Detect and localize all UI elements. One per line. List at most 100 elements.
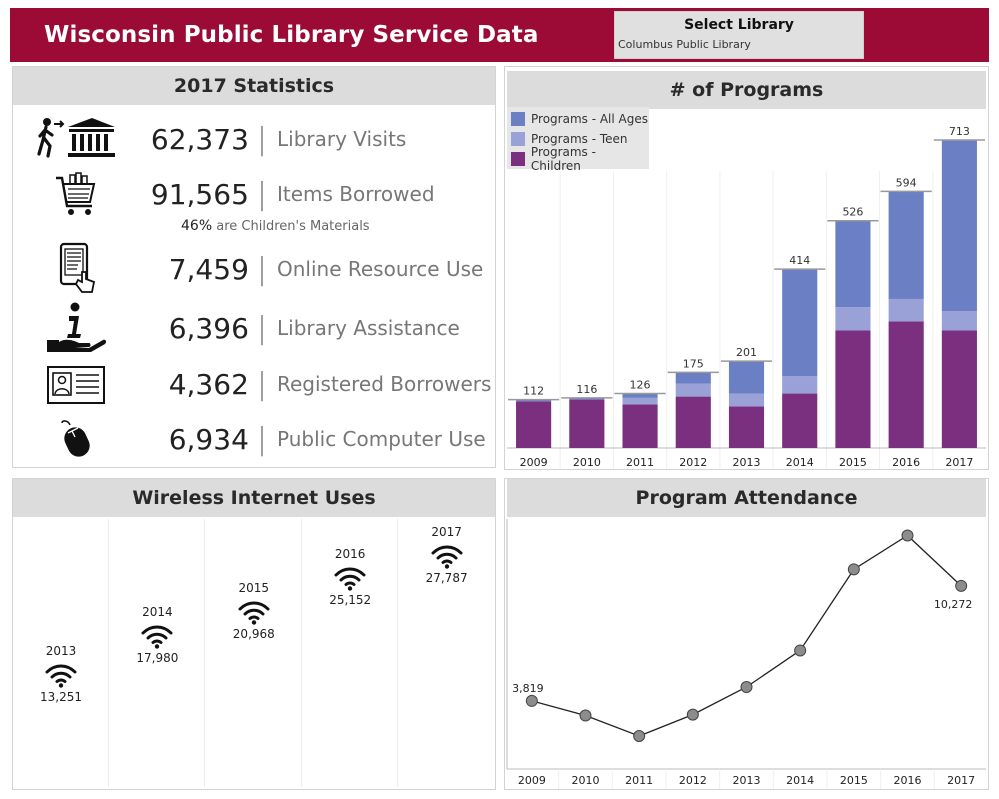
bar-segment[interactable] — [941, 330, 977, 448]
bar-total-label: 201 — [736, 346, 757, 359]
stat-label: Library Visits — [277, 127, 407, 151]
bar-segment[interactable] — [941, 311, 977, 331]
legend-item-teen: Programs - Teen — [511, 131, 628, 147]
x-tick-label: 2009 — [518, 774, 546, 787]
wireless-item[interactable]: 2014 17,980 — [109, 605, 205, 667]
attendance-panel: Program Attendance 2009 2010 2011 2012 2013 2… — [504, 478, 989, 790]
wireless-item[interactable]: 2017 27,787 — [399, 525, 495, 587]
bar-total-label: 126 — [630, 379, 651, 392]
bar-segment[interactable] — [569, 397, 605, 400]
bar-segment[interactable] — [516, 401, 552, 448]
person-entering-library-icon — [33, 113, 119, 163]
x-tick-label: 2015 — [840, 774, 868, 787]
bar-segment[interactable] — [728, 393, 765, 407]
data-point[interactable] — [901, 529, 914, 542]
bar-segment[interactable] — [888, 191, 924, 299]
wireless-item[interactable]: 2015 20,968 — [206, 581, 302, 643]
bar-segment[interactable] — [728, 361, 765, 394]
x-tick-label: 2012 — [679, 456, 707, 469]
library-select[interactable]: Select Library Columbus Public Library — [614, 11, 864, 59]
stat-row-online: 7,459 | Online Resource Use — [123, 249, 493, 289]
bar-segment[interactable] — [888, 298, 924, 322]
x-tick-label: 2014 — [786, 774, 814, 787]
wifi-icon — [141, 625, 173, 649]
bar-segment[interactable] — [622, 404, 658, 448]
data-point[interactable] — [740, 681, 753, 693]
wireless-item[interactable]: 2016 25,152 — [302, 547, 398, 609]
statistics-panel: 2017 Statistics 62,373 | Library Visits — [12, 66, 496, 468]
bar-segment[interactable] — [782, 376, 818, 394]
legend-swatch — [511, 152, 525, 166]
bar-segment[interactable] — [782, 393, 818, 448]
bar-segment[interactable] — [675, 372, 711, 384]
wireless-value: 17,980 — [136, 651, 179, 666]
bar-segment[interactable] — [835, 307, 871, 331]
x-tick-label: 2010 — [572, 774, 600, 787]
stat-row-visits: 62,373 | Library Visits — [123, 119, 493, 159]
data-point[interactable] — [794, 644, 807, 657]
wireless-year: 2017 — [431, 525, 462, 539]
bar-total-label: 713 — [949, 125, 970, 138]
wireless-column: 2014 17,980 — [109, 519, 206, 787]
bar-total-label: 414 — [789, 254, 810, 267]
x-tick-label: 2012 — [679, 774, 707, 787]
legend-swatch — [511, 132, 525, 146]
attendance-line — [531, 534, 962, 737]
bar-segment[interactable] — [888, 321, 924, 448]
wifi-icon — [45, 664, 77, 688]
bar-total-label: 175 — [683, 357, 704, 370]
bar-segment[interactable] — [622, 397, 658, 405]
data-point[interactable] — [686, 708, 699, 721]
bar-segment[interactable] — [835, 330, 871, 448]
library-select-value[interactable]: Columbus Public Library — [618, 38, 751, 51]
stat-value: 6,396 — [168, 311, 249, 345]
stat-value: 6,934 — [168, 422, 249, 456]
wireless-year: 2013 — [45, 643, 77, 658]
bar-segment[interactable] — [835, 220, 871, 308]
data-point[interactable] — [847, 563, 860, 576]
data-label-last: 10,272 — [934, 598, 973, 611]
x-tick-label: 2015 — [839, 456, 867, 469]
stat-row-borrowed: 91,565 | Items Borrowed — [123, 174, 493, 214]
data-point[interactable] — [525, 694, 538, 707]
bar-segment[interactable] — [782, 269, 818, 377]
children-text: are Children's Materials — [216, 219, 370, 234]
legend-label: Programs - Teen — [531, 132, 628, 146]
library-select-label: Select Library — [684, 17, 794, 33]
children-percent: 46% — [181, 218, 213, 234]
shopping-cart-books-icon — [33, 171, 119, 227]
stat-value: 62,373 — [150, 122, 249, 156]
wireless-item[interactable]: 2013 13,251 — [13, 644, 109, 706]
bar-segment[interactable] — [675, 383, 711, 397]
stat-value: 7,459 — [168, 252, 249, 286]
bar-segment[interactable] — [516, 399, 552, 402]
bar-segment[interactable] — [675, 396, 711, 448]
stat-row-assistance: 6,396 | Library Assistance — [123, 308, 493, 348]
x-tick-label: 2014 — [786, 456, 814, 469]
wifi-icon — [238, 601, 270, 625]
stat-value: 4,362 — [168, 367, 249, 401]
wireless-value: 25,152 — [329, 592, 372, 607]
wireless-title: Wireless Internet Uses — [13, 479, 495, 517]
legend-label: Programs - All Ages — [531, 112, 648, 126]
wireless-column: 2016 25,152 — [302, 519, 399, 787]
wireless-area: 2013 13,251 2014 17,980 2015 20,968 2016 25,152… — [13, 479, 495, 789]
wireless-column: 2013 13,251 — [13, 519, 109, 787]
data-point[interactable] — [633, 730, 646, 743]
x-tick-label: 2010 — [573, 456, 601, 469]
x-tick-label: 2009 — [520, 456, 548, 469]
programs-panel: # of Programs 112 2009 116 2010 126 2011 175 20… — [504, 66, 989, 470]
bar-segment[interactable] — [728, 406, 765, 448]
data-point[interactable] — [579, 709, 592, 722]
stat-row-computer: 6,934 | Public Computer Use — [123, 419, 493, 459]
id-card-icon — [33, 359, 119, 411]
bar-segment[interactable] — [622, 393, 658, 398]
bar-segment[interactable] — [569, 399, 605, 448]
data-point[interactable] — [955, 579, 968, 592]
stat-separator: | — [256, 121, 267, 157]
wireless-year: 2016 — [334, 546, 366, 561]
stat-label: Library Assistance — [277, 316, 460, 340]
wireless-panel: Wireless Internet Uses 2013 13,251 2014 17,… — [12, 478, 496, 790]
stat-label: Registered Borrowers — [277, 372, 492, 396]
bar-segment[interactable] — [941, 139, 977, 312]
